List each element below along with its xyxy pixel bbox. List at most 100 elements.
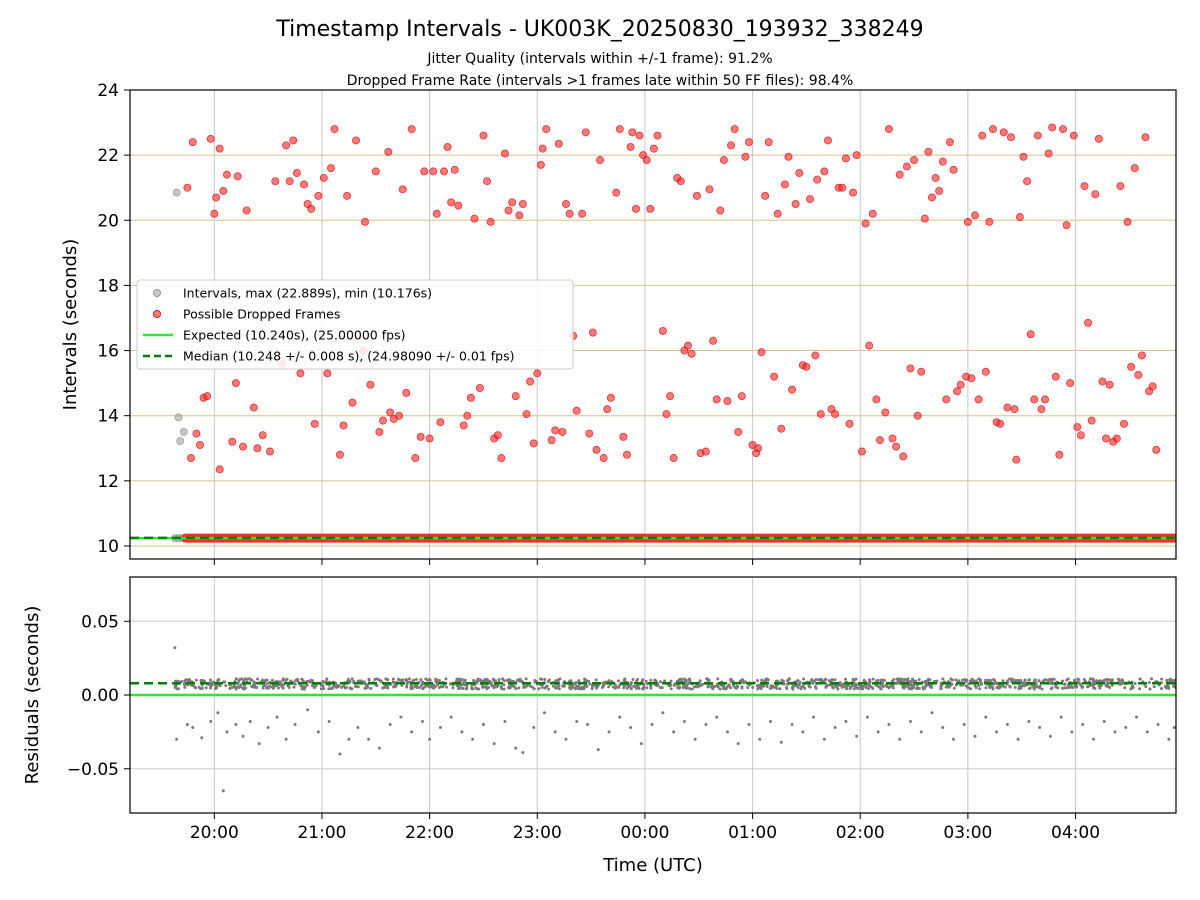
residual-band-point bbox=[200, 686, 204, 690]
residual-band-point bbox=[393, 683, 397, 687]
dropped-frame-point bbox=[764, 138, 773, 147]
residual-point bbox=[234, 723, 238, 726]
residual-band-point bbox=[799, 687, 803, 691]
residual-band-point bbox=[525, 683, 529, 687]
dropped-frame-point bbox=[1105, 380, 1114, 389]
residual-band-point bbox=[1133, 681, 1137, 685]
residual-band-point bbox=[501, 677, 505, 681]
dropped-frame-point bbox=[375, 427, 384, 436]
residual-band-point bbox=[554, 686, 558, 690]
tick-layer: 10 12 14 16 18 20 22 24 bbox=[97, 81, 1077, 565]
residual-band-point bbox=[632, 684, 636, 688]
dropped-frame-point bbox=[1116, 182, 1125, 191]
residual-band-point bbox=[455, 677, 459, 681]
residual-band-point bbox=[645, 686, 649, 690]
dropped-frame-point bbox=[978, 131, 987, 140]
residual-point bbox=[1059, 715, 1063, 719]
residual-band-point bbox=[991, 686, 995, 690]
dropped-frame-point bbox=[228, 437, 237, 446]
residual-band-point bbox=[265, 682, 269, 686]
dropped-frame-point bbox=[927, 193, 936, 202]
residual-band-point bbox=[740, 685, 744, 689]
dropped-frame-point bbox=[784, 152, 793, 161]
dropped-frame-point bbox=[619, 432, 628, 441]
residual-band-point bbox=[687, 678, 691, 682]
residual-band-point bbox=[433, 685, 437, 689]
dropped-frame-point bbox=[285, 177, 294, 186]
residual-point bbox=[532, 725, 536, 729]
residual-band-point bbox=[1091, 683, 1095, 687]
residual-point bbox=[306, 708, 310, 712]
residual-point bbox=[596, 748, 600, 752]
dropped-frame-point bbox=[551, 426, 560, 435]
dropped-frame-point bbox=[811, 351, 820, 360]
residual-point bbox=[962, 723, 966, 726]
residual-band-point bbox=[1054, 685, 1058, 689]
dropped-frame-point bbox=[578, 209, 587, 218]
dropped-frame-point bbox=[963, 217, 972, 226]
residual-band-point bbox=[798, 680, 802, 684]
residual-band-point bbox=[831, 685, 835, 689]
residual-band-point bbox=[611, 685, 615, 689]
residual-point bbox=[1172, 725, 1176, 729]
residual-point bbox=[629, 725, 633, 729]
dropped-frame-point bbox=[292, 169, 301, 178]
residual-point bbox=[639, 742, 643, 746]
residual-band-point bbox=[300, 687, 304, 691]
residual-band-point bbox=[1076, 677, 1080, 681]
dropped-frame-point bbox=[192, 429, 201, 438]
residual-band-point bbox=[1165, 678, 1169, 682]
dropped-frame-point bbox=[508, 198, 517, 207]
residual-band-point bbox=[660, 686, 664, 690]
residual-band-point bbox=[573, 686, 577, 690]
residual-point bbox=[428, 737, 432, 741]
residual-band-point bbox=[428, 678, 432, 682]
residual-band-point bbox=[216, 678, 220, 682]
residual-band-point bbox=[685, 684, 689, 688]
residual-band-point bbox=[688, 687, 692, 691]
dropped-frame-point bbox=[1030, 395, 1039, 404]
residual-band-point bbox=[679, 677, 683, 681]
residual-band-point bbox=[617, 685, 621, 689]
residual-band-point bbox=[293, 682, 297, 686]
residual-band-point bbox=[910, 686, 914, 690]
dropped-frame-point bbox=[935, 186, 944, 195]
residual-band-point bbox=[977, 683, 981, 687]
residual-band-point bbox=[595, 686, 599, 690]
residual-point bbox=[1048, 734, 1052, 738]
dropped-frame-point bbox=[701, 447, 710, 456]
dropped-frame-point bbox=[515, 211, 524, 220]
y-axis-label: Intervals (seconds) bbox=[60, 239, 81, 411]
dropped-frame-point bbox=[727, 141, 736, 150]
dropped-frame-point bbox=[988, 125, 997, 134]
dropped-frame-point bbox=[956, 380, 965, 389]
residual-band-point bbox=[923, 679, 927, 683]
residual-band-point bbox=[505, 678, 509, 682]
residual-point bbox=[661, 711, 665, 715]
dropped-frame-point bbox=[436, 418, 445, 427]
residual-band-point bbox=[879, 687, 883, 691]
residual-point bbox=[586, 723, 590, 726]
residual-band-point bbox=[995, 686, 999, 690]
dropped-frame-point bbox=[603, 405, 612, 414]
dropped-frame-point bbox=[770, 372, 779, 381]
residual-band-point bbox=[588, 682, 592, 686]
dropped-frame-point bbox=[554, 139, 563, 148]
dropped-frame-point bbox=[300, 180, 309, 189]
residual-point bbox=[844, 720, 848, 724]
residual-band-point bbox=[775, 687, 779, 691]
residual-band-point bbox=[530, 685, 534, 689]
dropped-frame-point bbox=[910, 156, 919, 165]
data-layer bbox=[130, 123, 1176, 543]
residual-band-point bbox=[1038, 684, 1042, 688]
residual-band-point bbox=[250, 678, 254, 682]
dropped-frame-point bbox=[310, 419, 319, 428]
dropped-frame-point bbox=[459, 421, 468, 430]
residual-band-point bbox=[984, 686, 988, 690]
dropped-frame-point bbox=[823, 136, 832, 145]
dropped-frame-point bbox=[432, 209, 441, 218]
residual-band-point bbox=[756, 678, 760, 682]
residual-band-point bbox=[272, 686, 276, 690]
dropped-frame-point bbox=[658, 327, 667, 336]
residual-band-point bbox=[838, 683, 842, 687]
